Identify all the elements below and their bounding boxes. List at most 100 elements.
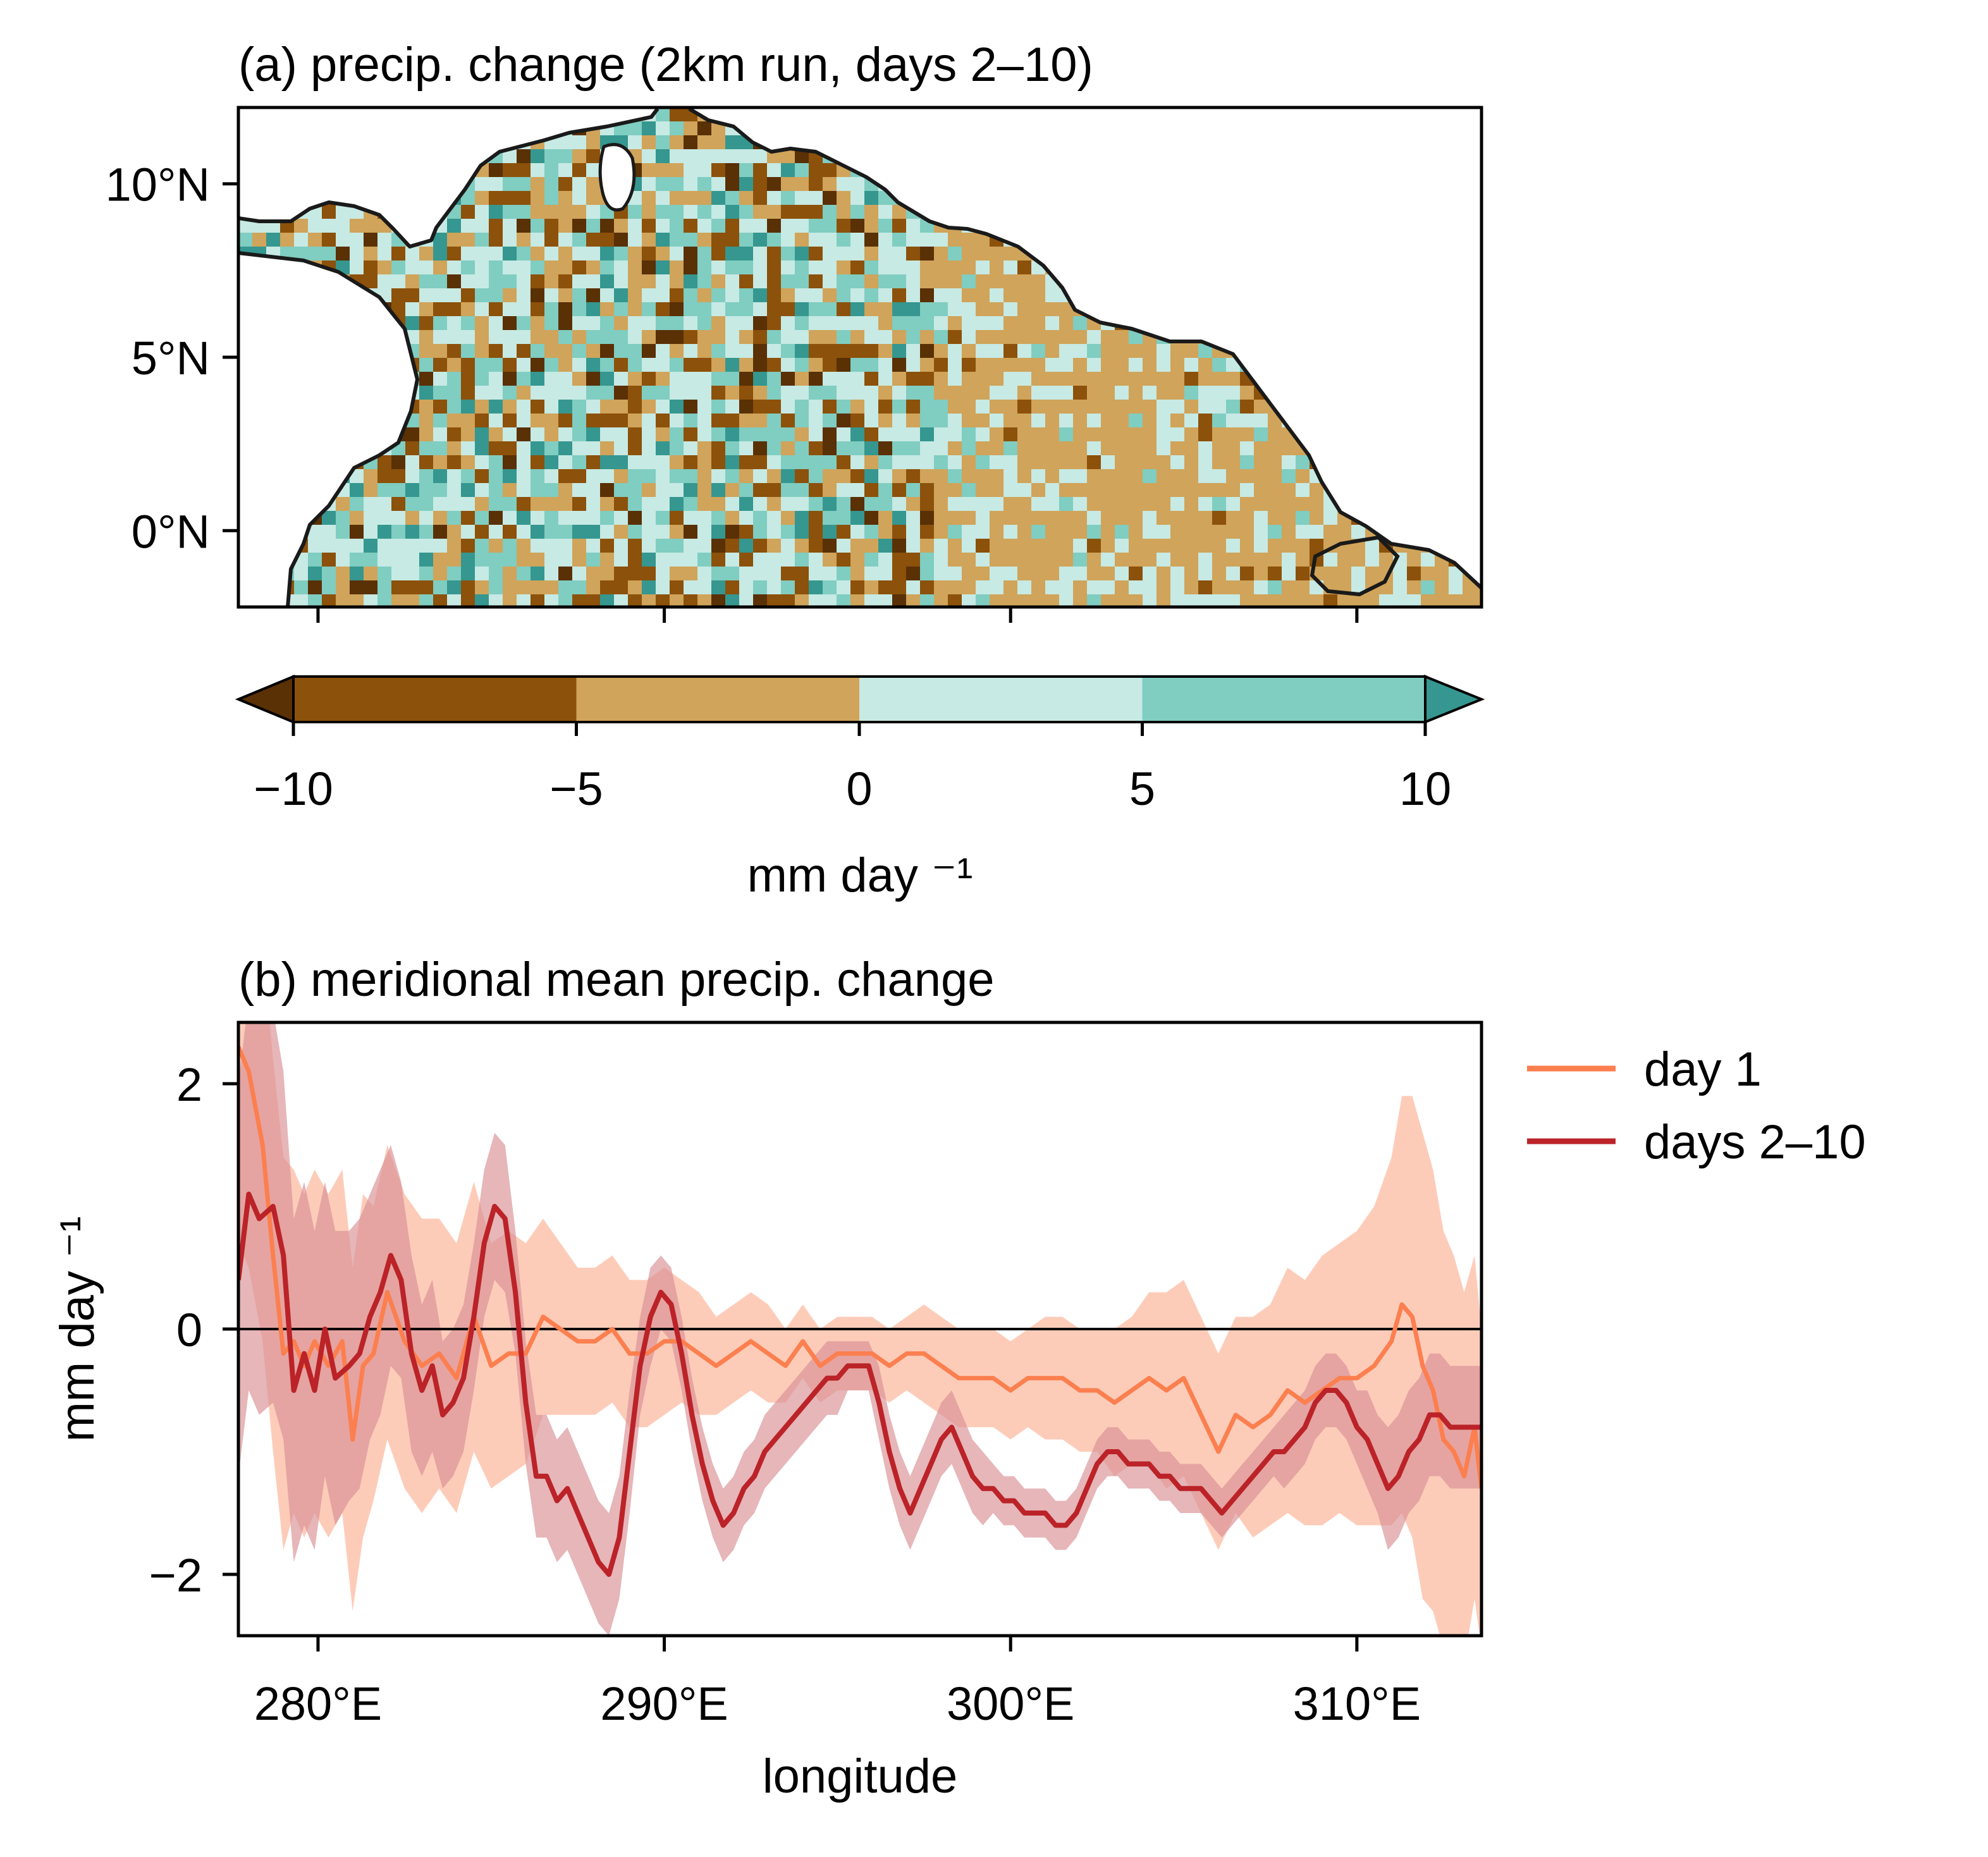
field-cell [614, 219, 629, 233]
field-cell [767, 191, 782, 205]
field-cell [1087, 344, 1101, 359]
field-cell [767, 469, 782, 484]
field-cell [684, 135, 698, 150]
field-cell [934, 260, 948, 275]
field-cell [419, 427, 434, 442]
field-cell [781, 247, 795, 261]
field-cell [711, 525, 726, 539]
field-cell [697, 553, 712, 567]
field-cell [544, 539, 559, 553]
field-cell [656, 580, 670, 595]
field-cell [517, 539, 531, 553]
field-cell [697, 539, 712, 553]
field-cell [600, 247, 615, 261]
field-cell [850, 274, 865, 289]
field-cell [628, 497, 642, 512]
field-cell [934, 358, 948, 372]
field-cell [642, 149, 656, 164]
field-cell [739, 511, 754, 525]
field-cell [1268, 469, 1282, 484]
field-cell [572, 455, 587, 470]
field-cell [684, 497, 698, 512]
field-cell [684, 455, 698, 470]
field-cell [670, 177, 684, 192]
field-cell [670, 205, 684, 219]
field-cell [1129, 511, 1143, 525]
field-cell [1003, 497, 1018, 512]
field-cell [1268, 483, 1282, 498]
field-cell [1031, 274, 1046, 289]
field-cell [572, 594, 587, 607]
field-cell [725, 247, 740, 261]
field-cell [1268, 594, 1282, 607]
field-cell [1351, 567, 1366, 581]
field-cell [878, 497, 893, 512]
field-cell [1254, 400, 1268, 414]
field-cell [934, 247, 948, 261]
field-cell [711, 483, 726, 498]
field-cell [962, 358, 976, 372]
field-cell [447, 316, 462, 331]
field-cell [1226, 400, 1241, 414]
field-cell [1351, 553, 1366, 567]
x-axis: 280°E 290°E 300°E 310°E [254, 1636, 1421, 1730]
field-cell [308, 539, 322, 553]
field-cell [1087, 497, 1101, 512]
field-cell [1115, 497, 1129, 512]
field-cell [377, 247, 392, 261]
field-cell [517, 330, 531, 345]
field-cell [739, 386, 754, 400]
field-cell [850, 567, 865, 581]
field-cell [503, 539, 517, 553]
field-cell [503, 553, 517, 567]
field-cell [711, 358, 726, 372]
field-cell [572, 260, 587, 275]
field-cell [447, 330, 462, 345]
line-series-2 [238, 1191, 1482, 1577]
field-cell [517, 163, 531, 178]
field-cell [572, 441, 587, 456]
field-cell [697, 135, 712, 150]
field-cell [377, 594, 392, 607]
field-cell [990, 539, 1004, 553]
field-cell [1254, 483, 1268, 498]
field-cell [433, 525, 448, 539]
field-cell [531, 177, 545, 192]
field-cell [823, 316, 837, 331]
field-cell [517, 247, 531, 261]
field-cell [920, 344, 935, 359]
field-cell [767, 441, 782, 456]
field-cell [990, 497, 1004, 512]
field-cell [558, 233, 573, 247]
field-cell [878, 330, 893, 345]
field-cell [628, 288, 642, 303]
field-cell [934, 580, 948, 595]
panel-a-map: (a) precip. change (2km run, days 2–10) … [106, 38, 1483, 623]
field-cell [1003, 316, 1018, 331]
field-cell [753, 441, 768, 456]
field-cell [1059, 414, 1074, 428]
field-cell [1184, 553, 1199, 567]
field-cell [461, 427, 476, 442]
field-cell [1226, 567, 1241, 581]
field-cell [642, 497, 656, 512]
field-cell [1059, 594, 1074, 607]
field-cell [642, 274, 656, 289]
field-cell [642, 330, 656, 345]
field-cell [1212, 539, 1227, 553]
field-cell [948, 358, 962, 372]
field-cell [823, 414, 837, 428]
field-cell [906, 469, 921, 484]
field-cell [1087, 594, 1101, 607]
field-cell [725, 525, 740, 539]
field-cell [656, 372, 670, 386]
field-cell [1059, 553, 1074, 567]
field-cell [976, 497, 990, 512]
field-cell [1184, 372, 1199, 386]
field-cell [1365, 539, 1380, 553]
field-cell [976, 414, 990, 428]
field-cell [697, 427, 712, 442]
field-cell [350, 511, 364, 525]
field-cell [1101, 525, 1115, 539]
x-tick-label: 280°E [254, 1677, 382, 1730]
